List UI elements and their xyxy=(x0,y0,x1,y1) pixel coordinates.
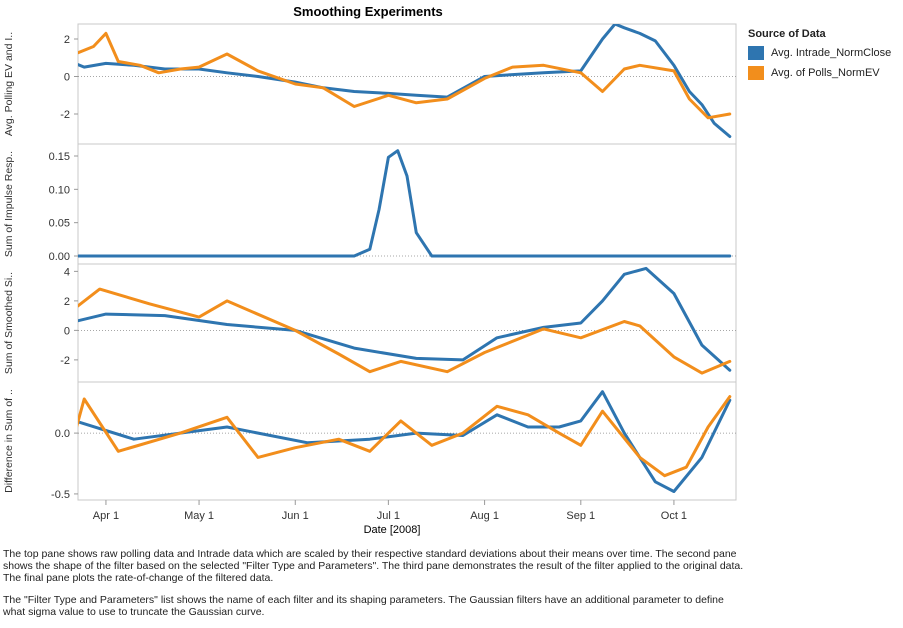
x-tick-label: Aug 1 xyxy=(470,510,499,522)
y-tick-label: 0.10 xyxy=(49,184,70,196)
y-tick-label: -2 xyxy=(60,109,70,121)
y-tick-label: 2 xyxy=(64,296,70,308)
x-tick-label: May 1 xyxy=(184,510,214,522)
y-tick-label: -0.5 xyxy=(51,489,70,501)
x-tick-label: Apr 1 xyxy=(93,510,119,522)
series-line-avg-of-polls-normev xyxy=(78,395,732,478)
series-line-avg-intrade-normclose xyxy=(78,149,732,258)
chart-title: Smoothing Experiments xyxy=(293,4,443,19)
pane-frame xyxy=(77,143,737,265)
caption-paragraph-2: The "Filter Type and Parameters" list sh… xyxy=(3,594,724,618)
y-axis-label: Difference in Sum of .. xyxy=(3,389,15,493)
y-axis-label: Avg. Polling EV and I.. xyxy=(3,32,15,136)
pane-4: 0.0 -0.5 Difference in Sum of .. xyxy=(3,381,737,501)
legend-swatch-intrade xyxy=(748,46,764,60)
series-line-avg-of-polls-normev xyxy=(78,287,732,375)
x-tick-label: Jul 1 xyxy=(377,510,400,522)
x-tick-label: Sep 1 xyxy=(566,510,595,522)
y-tick-label: -2 xyxy=(60,355,70,367)
x-tick-label: Oct 1 xyxy=(661,510,687,522)
legend-item-intrade[interactable]: Avg. Intrade_NormClose xyxy=(748,46,900,60)
legend-label-polls: Avg. of Polls_NormEV xyxy=(771,67,880,79)
caption-paragraph-1: The top pane shows raw polling data and … xyxy=(3,548,744,584)
y-tick-label: 0.15 xyxy=(49,151,70,163)
x-tick-label: Jun 1 xyxy=(282,510,309,522)
pane-2: 0.15 0.10 0.05 0.00 Sum of Impulse Resp.. xyxy=(3,143,737,265)
y-axis-label: Sum of Impulse Resp.. xyxy=(3,151,15,257)
y-tick-label: 0.05 xyxy=(49,218,70,230)
pane-frame xyxy=(77,23,737,145)
legend-title: Source of Data xyxy=(748,28,826,40)
y-tick-label: 0.00 xyxy=(49,251,70,263)
series-line-avg-intrade-normclose xyxy=(78,390,732,493)
y-tick-label: 4 xyxy=(64,266,70,278)
pane-frame xyxy=(77,381,737,501)
x-axis-label: Date [2008] xyxy=(364,524,421,536)
legend: Source of Data Avg. Intrade_NormClose Av… xyxy=(748,28,900,86)
pane-1: 2 0 -2 Avg. Polling EV and I.. xyxy=(3,23,737,145)
y-tick-label: 0 xyxy=(64,325,70,337)
legend-swatch-polls xyxy=(748,66,764,80)
y-tick-label: 0 xyxy=(64,72,70,84)
y-axis-label: Sum of Smoothed Si.. xyxy=(3,272,15,374)
legend-label-intrade: Avg. Intrade_NormClose xyxy=(771,47,892,59)
series-line-avg-of-polls-normev xyxy=(78,31,732,120)
y-tick-label: 2 xyxy=(64,34,70,46)
pane-3: 4 2 0 -2 Sum of Smoothed Si.. xyxy=(3,263,737,383)
caption: The top pane shows raw polling data and … xyxy=(3,548,748,628)
y-tick-label: 0.0 xyxy=(55,428,70,440)
legend-item-polls[interactable]: Avg. of Polls_NormEV xyxy=(748,66,900,80)
series-line-avg-intrade-normclose xyxy=(78,266,732,372)
series-line-avg-intrade-normclose xyxy=(78,24,732,138)
